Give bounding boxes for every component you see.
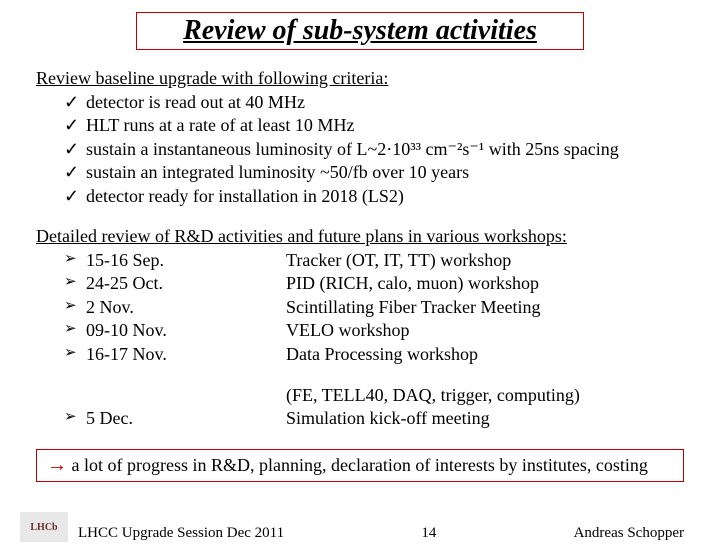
schedule-date: 16-17 Nov. [86,343,286,366]
footer: LHCb LHCC Upgrade Session Dec 2011 14 An… [0,512,720,542]
criteria-heading: Review baseline upgrade with following c… [36,68,684,89]
schedule-desc: Scintillating Fiber Tracker Meeting [286,296,684,319]
criteria-text: HLT runs at a rate of at least 10 MHz [86,115,354,135]
schedule-date: 2 Nov. [86,296,286,319]
criteria-item: detector is read out at 40 MHz [64,91,684,114]
schedule-desc: (FE, TELL40, DAQ, trigger, computing) [286,384,684,407]
schedule-date: 5 Dec. [86,407,286,430]
criteria-text: detector is read out at 40 MHz [86,92,305,112]
conclusion-box: → a lot of progress in R&D, planning, de… [36,449,684,482]
schedule-desc: VELO workshop [286,319,684,342]
criteria-text: sustain a instantaneous luminosity of L~… [86,139,619,159]
footer-session: LHCC Upgrade Session Dec 2011 [78,525,284,542]
schedule-desc: PID (RICH, calo, muon) workshop [286,272,684,295]
schedule-item: 2 Nov.Scintillating Fiber Tracker Meetin… [64,296,684,319]
schedule-list-cont: 5 Dec.Simulation kick-off meeting [36,407,684,430]
page-title: Review of sub-system activities [183,15,537,46]
slide-body: Review baseline upgrade with following c… [0,68,720,431]
logo-text: LHCb [30,522,57,533]
lhcb-logo: LHCb [20,512,68,542]
schedule-desc: Data Processing workshop [286,343,684,366]
criteria-item: HLT runs at a rate of at least 10 MHz [64,114,684,137]
arrow-icon: → [47,454,67,476]
schedule-list: 15-16 Sep.Tracker (OT, IT, TT) workshop … [36,249,684,366]
criteria-text: detector ready for installation in 2018 … [86,186,404,206]
schedule-item: 5 Dec.Simulation kick-off meeting [64,407,684,430]
schedule-item: 16-17 Nov.Data Processing workshop [64,343,684,366]
schedule-desc: Tracker (OT, IT, TT) workshop [286,249,684,272]
workshops-heading: Detailed review of R&D activities and fu… [36,226,684,247]
footer-page-number: 14 [421,525,436,542]
criteria-item: sustain a instantaneous luminosity of L~… [64,138,684,161]
schedule-date: 15-16 Sep. [86,249,286,272]
criteria-item: detector ready for installation in 2018 … [64,185,684,208]
criteria-list: detector is read out at 40 MHz HLT runs … [36,91,684,208]
schedule-date: 24-25 Oct. [86,272,286,295]
schedule-item: 09-10 Nov.VELO workshop [64,319,684,342]
conclusion-text: a lot of progress in R&D, planning, decl… [67,455,648,475]
schedule-subline: (FE, TELL40, DAQ, trigger, computing) [64,384,684,407]
schedule-item: 24-25 Oct.PID (RICH, calo, muon) worksho… [64,272,684,295]
schedule-date: 09-10 Nov. [86,319,286,342]
schedule-desc: Simulation kick-off meeting [286,407,684,430]
title-box: Review of sub-system activities [136,12,584,50]
criteria-text: sustain an integrated luminosity ~50/fb … [86,162,469,182]
criteria-item: sustain an integrated luminosity ~50/fb … [64,161,684,184]
schedule-date [86,384,286,407]
footer-author: Andreas Schopper [574,525,684,542]
schedule-item: 15-16 Sep.Tracker (OT, IT, TT) workshop [64,249,684,272]
